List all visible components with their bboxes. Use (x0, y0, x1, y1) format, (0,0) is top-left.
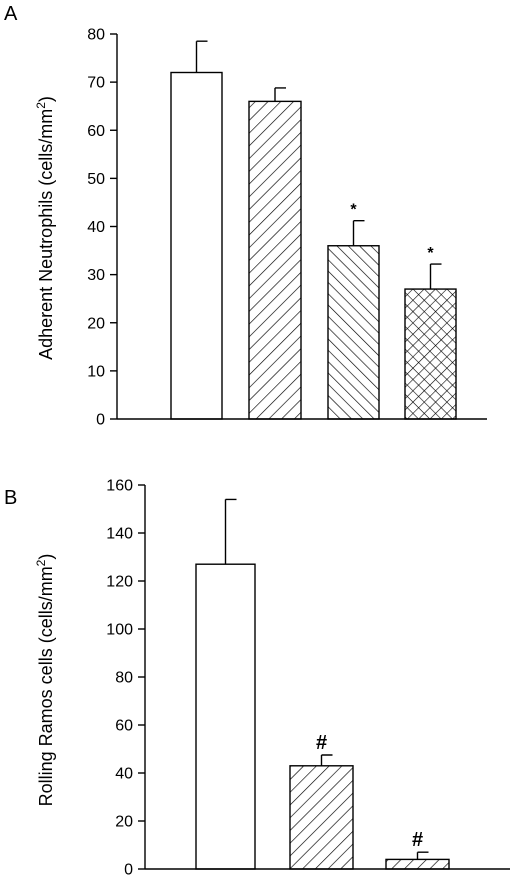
panel-a-y-tick-label: 0 (96, 412, 105, 429)
panel-b-ylabel-sup: 2 (34, 559, 48, 566)
panel-b-y-tick-label: 40 (115, 766, 133, 783)
panel-a-label: A (4, 3, 18, 25)
panel-b: B Rolling Ramos cells (cells/mm2) ## 020… (4, 478, 510, 879)
panel-b-y-tick-label: 80 (115, 670, 133, 687)
panel-b-annotation-3: # (412, 829, 423, 851)
panel-b-annotations: ## (316, 732, 423, 851)
panel-b-errorbars (224, 498, 429, 860)
panel-b-y-tick-label: 60 (115, 718, 133, 735)
panel-a-y-tick-label: 40 (87, 219, 105, 236)
panel-b-y-tick-label: 140 (106, 526, 133, 543)
panel-a-y-tick-label: 60 (87, 123, 105, 140)
panel-b-ylabel: Rolling Ramos cells (cells/mm2) (34, 554, 56, 807)
panel-b-axes: 0 20 40 60 80 100 120 140 160 (106, 478, 510, 879)
panel-a-ylabel-end: ) (36, 96, 56, 102)
panel-b-annotation-2: # (316, 732, 327, 754)
panel-a-bars (170, 71, 457, 420)
panel-b-y-tick-label: 160 (106, 478, 133, 495)
panel-b-y-tick-label: 120 (106, 574, 133, 591)
panel-a-y-tick-label: 80 (87, 27, 105, 44)
panel-a-y-tick-label: 10 (87, 363, 105, 380)
panel-a-bar-1 (170, 71, 223, 420)
panel-b-label: B (4, 487, 17, 509)
panel-a-y-tick-label: 30 (87, 267, 105, 284)
panel-b-y-tick-label: 20 (115, 814, 133, 831)
panel-a-errorbar-4 (429, 263, 442, 290)
panel-a-errorbar-3 (352, 220, 365, 246)
panel-b-ylabel-end: ) (36, 554, 56, 560)
panel-a-axes: 0 10 20 30 40 50 60 70 80 (87, 27, 487, 429)
panel-b-ylabel-main: Rolling Ramos cells (cells/mm (36, 566, 56, 806)
panel-a-bar-3 (327, 245, 380, 420)
panel-a-errorbar-1 (195, 40, 208, 73)
panel-b-bar-3 (385, 858, 450, 870)
panel-a-bar-4 (404, 288, 457, 420)
panel-b-errorbar-2 (320, 754, 333, 766)
panel-a-annotation-3: * (350, 202, 357, 219)
panel-b-bars (195, 563, 450, 870)
panel-a-ylabel-main: Adherent Neutrophils (cells/mm (36, 109, 56, 360)
panel-a: A Adherent Neutrophils (cells/mm2) ** 01… (4, 3, 487, 429)
panel-a-annotation-4: * (427, 245, 434, 262)
panel-a-errorbars (195, 40, 442, 290)
panel-b-bar-2 (289, 765, 354, 870)
panel-b-errorbar-1 (224, 498, 237, 565)
panel-a-bar-2 (248, 100, 302, 420)
panel-b-y-tick-label: 100 (106, 622, 133, 639)
panel-a-y-tick-label: 20 (87, 315, 105, 332)
panel-b-bar-1 (195, 563, 256, 870)
panel-a-y-tick-label: 70 (87, 75, 105, 92)
panel-a-ylabel-sup: 2 (34, 102, 48, 109)
panel-b-errorbar-3 (416, 851, 429, 860)
panel-a-annotations: ** (350, 202, 434, 262)
panel-a-ylabel: Adherent Neutrophils (cells/mm2) (34, 96, 56, 360)
panel-a-y-tick-label: 50 (87, 171, 105, 188)
panel-a-errorbar-2 (274, 87, 286, 102)
panel-b-y-tick-label: 0 (124, 862, 133, 879)
